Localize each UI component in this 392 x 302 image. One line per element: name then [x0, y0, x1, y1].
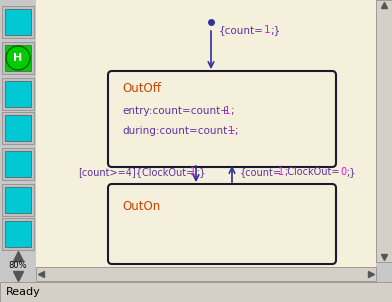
FancyBboxPatch shape: [108, 71, 336, 167]
Bar: [5, 115, 31, 141]
Bar: [2, 42, 34, 74]
Text: OutOff: OutOff: [122, 82, 161, 95]
Text: 1: 1: [264, 25, 270, 35]
Text: 1: 1: [190, 167, 196, 177]
Text: ;: ;: [230, 106, 234, 116]
Text: ;: ;: [234, 126, 238, 136]
Bar: [5, 151, 31, 177]
Bar: [0, 0, 36, 282]
Bar: [5, 81, 31, 107]
Circle shape: [6, 46, 30, 70]
Text: {count=: {count=: [240, 167, 282, 177]
Bar: [2, 218, 34, 250]
Bar: [2, 112, 34, 144]
Bar: [2, 148, 34, 180]
Bar: [5, 9, 31, 35]
Bar: [36, 267, 376, 281]
Text: 80%: 80%: [9, 262, 27, 271]
Bar: [2, 78, 34, 110]
Bar: [5, 187, 31, 213]
Text: 0: 0: [340, 167, 346, 177]
Bar: [5, 45, 31, 71]
Text: OutOn: OutOn: [122, 200, 160, 213]
Bar: [376, 0, 392, 262]
Text: ;ClockOut=: ;ClockOut=: [284, 167, 339, 177]
Text: Ready: Ready: [6, 287, 41, 297]
Text: 1: 1: [224, 106, 230, 116]
Text: entry:count=count+: entry:count=count+: [122, 106, 229, 116]
Bar: [5, 221, 31, 247]
FancyBboxPatch shape: [108, 184, 336, 264]
Bar: [2, 184, 34, 216]
Text: H: H: [13, 53, 23, 63]
Text: ;}: ;}: [270, 25, 280, 35]
Text: 1: 1: [228, 126, 235, 136]
Text: during:count=count+: during:count=count+: [122, 126, 236, 136]
Bar: [36, 0, 376, 267]
Text: ;}: ;}: [196, 167, 205, 177]
Text: {count=: {count=: [219, 25, 264, 35]
Bar: [0, 282, 392, 302]
Text: [count>=4]{ClockOut=: [count>=4]{ClockOut=: [78, 167, 194, 177]
Text: 1: 1: [278, 167, 284, 177]
Bar: [2, 6, 34, 38]
Text: ;}: ;}: [346, 167, 356, 177]
